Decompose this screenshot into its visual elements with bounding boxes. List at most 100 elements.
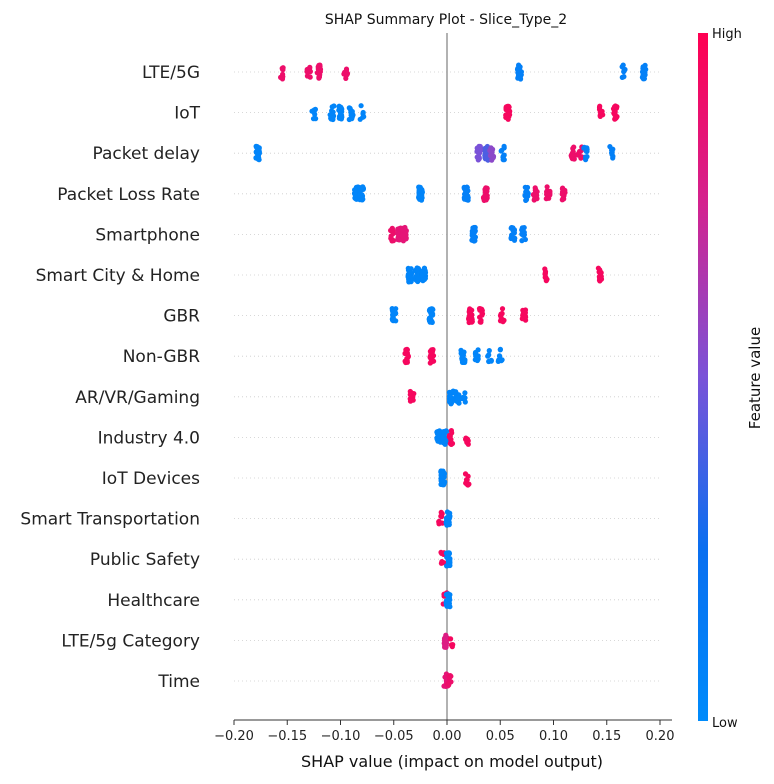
data-point	[396, 237, 402, 243]
data-point	[445, 550, 452, 556]
data-point	[498, 315, 504, 321]
data-point	[619, 64, 625, 70]
x-axis-label: SHAP value (impact on model output)	[301, 752, 603, 771]
data-point	[466, 481, 472, 487]
data-point	[418, 197, 425, 203]
data-point	[254, 154, 260, 160]
data-point	[518, 72, 524, 78]
data-point	[442, 637, 448, 643]
data-point	[609, 149, 615, 155]
data-point	[547, 192, 553, 198]
data-point	[436, 429, 442, 435]
data-point	[337, 104, 343, 110]
data-point	[353, 188, 359, 194]
data-point	[360, 114, 366, 120]
data-point	[611, 109, 618, 115]
data-point	[403, 348, 409, 354]
data-point	[447, 399, 453, 405]
data-point	[411, 391, 417, 397]
data-point	[327, 112, 333, 118]
data-point	[519, 231, 526, 237]
data-point	[349, 113, 355, 119]
data-point	[519, 227, 525, 233]
data-point	[429, 319, 435, 325]
data-point	[446, 514, 452, 520]
data-point	[475, 154, 481, 160]
data-point	[441, 429, 447, 435]
x-tick-label: 0.10	[539, 729, 568, 744]
points-layer	[253, 62, 649, 690]
data-point	[310, 116, 317, 122]
data-point	[462, 390, 468, 396]
data-point	[471, 235, 477, 241]
data-point	[607, 144, 613, 150]
data-point	[559, 197, 565, 203]
data-point	[448, 394, 454, 400]
feature-label: Smart City & Home	[36, 266, 200, 286]
feature-label: Smart Transportation	[20, 510, 200, 530]
data-point	[597, 103, 603, 109]
data-point	[473, 353, 479, 359]
data-point	[390, 238, 397, 244]
data-point	[499, 306, 506, 312]
data-point	[479, 310, 485, 316]
data-point	[353, 192, 359, 198]
feature-label: Smartphone	[95, 225, 200, 245]
data-point	[390, 316, 396, 322]
data-point	[476, 306, 483, 312]
data-point	[542, 274, 548, 280]
data-point	[407, 398, 414, 404]
data-point	[475, 148, 481, 154]
data-point	[416, 186, 422, 192]
data-point	[503, 112, 509, 119]
data-point	[489, 150, 495, 156]
data-point	[309, 108, 315, 114]
data-point	[422, 270, 429, 276]
data-point	[389, 306, 395, 312]
data-point	[399, 233, 406, 239]
x-tick-label: 0.20	[646, 729, 675, 744]
data-point	[307, 65, 313, 71]
data-point	[496, 353, 503, 359]
data-point	[439, 550, 445, 557]
feature-label: AR/VR/Gaming	[75, 388, 200, 408]
data-point	[429, 306, 435, 312]
data-point	[440, 434, 446, 441]
feature-label: LTE/5g Category	[61, 631, 200, 651]
feature-label: IoT	[174, 104, 200, 124]
data-point	[439, 469, 445, 476]
data-point	[415, 275, 421, 282]
data-point	[544, 184, 550, 190]
data-point	[476, 144, 482, 150]
chart-title: SHAP Summary Plot - Slice_Type_2	[325, 12, 567, 28]
data-point	[509, 225, 515, 231]
data-point	[456, 392, 462, 398]
data-point	[498, 148, 504, 154]
feature-label: Public Safety	[90, 550, 200, 570]
data-point	[459, 395, 465, 402]
data-point	[486, 358, 492, 364]
x-tick-label: −0.10	[321, 729, 361, 744]
data-point	[485, 157, 491, 163]
data-point	[445, 557, 451, 563]
data-point	[329, 104, 335, 110]
data-point	[571, 144, 577, 150]
data-point	[395, 231, 401, 237]
data-point	[597, 278, 603, 284]
data-point	[542, 269, 549, 275]
data-point	[403, 236, 409, 242]
x-tick-label: 0.05	[486, 729, 515, 744]
data-point	[279, 65, 285, 71]
data-point	[500, 157, 506, 163]
data-point	[519, 316, 525, 322]
data-point	[390, 230, 396, 237]
data-point	[445, 602, 451, 609]
feature-label: IoT Devices	[102, 469, 200, 489]
data-point	[463, 437, 470, 443]
data-point	[642, 62, 648, 68]
feature-label: Packet delay	[93, 144, 200, 164]
data-point	[485, 353, 491, 359]
data-point	[597, 113, 603, 119]
